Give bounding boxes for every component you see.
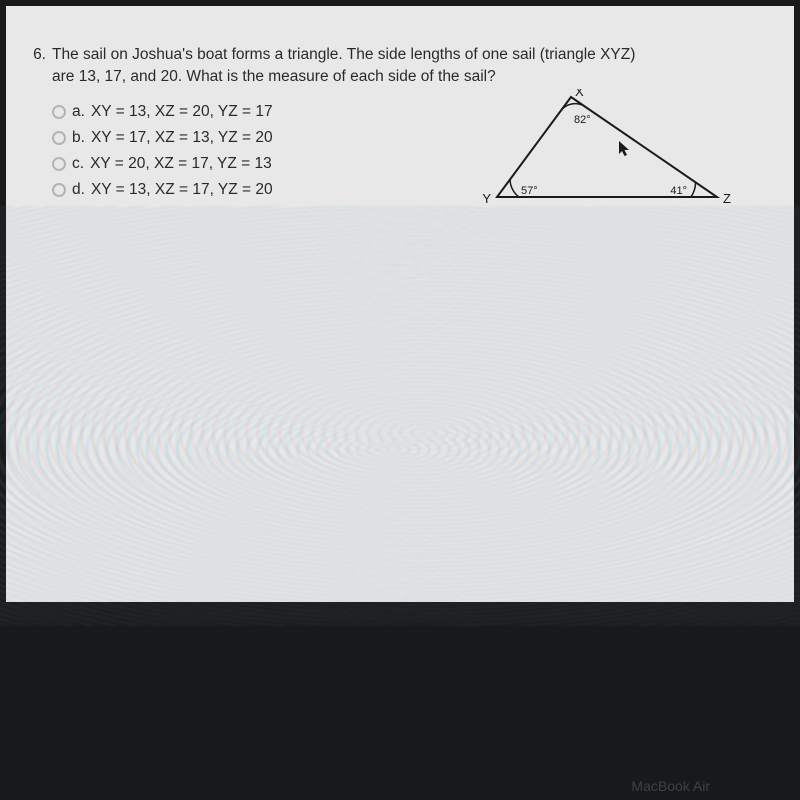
vertex-label-x: X <box>575 89 584 99</box>
option-text: XY = 20, XZ = 17, YZ = 13 <box>90 155 272 173</box>
angle-arc-y <box>511 179 520 197</box>
option-text: XY = 17, XZ = 13, YZ = 20 <box>91 129 273 147</box>
triangle-shape <box>497 97 717 197</box>
question-line-1: The sail on Joshua's boat forms a triang… <box>52 44 776 66</box>
radio-icon <box>52 105 66 119</box>
question-line-2: are 13, 17, and 20. What is the measure … <box>52 66 776 88</box>
laptop-brand-text: MacBook Air <box>631 778 710 794</box>
option-b[interactable]: b. XY = 17, XZ = 13, YZ = 20 <box>52 129 457 147</box>
option-text: XY = 13, XZ = 20, YZ = 17 <box>91 103 273 121</box>
radio-icon <box>52 183 66 197</box>
angle-label-y: 57° <box>521 185 538 197</box>
question-text: 6. The sail on Joshua's boat forms a tri… <box>24 44 776 89</box>
option-text: XY = 13, XZ = 17, YZ = 20 <box>91 181 273 199</box>
option-a[interactable]: a. XY = 13, XZ = 20, YZ = 17 <box>52 103 457 121</box>
option-d[interactable]: d. XY = 13, XZ = 17, YZ = 20 <box>52 181 457 199</box>
radio-icon <box>52 157 66 171</box>
angle-arc-z <box>691 182 696 197</box>
laptop-screen: 6. The sail on Joshua's boat forms a tri… <box>0 0 800 620</box>
vertex-label-y: Y <box>483 191 492 206</box>
option-letter: a. <box>72 103 85 121</box>
option-letter: c. <box>72 155 84 173</box>
angle-label-x: 82° <box>574 114 591 126</box>
angle-label-z: 41° <box>671 185 688 197</box>
question-body-row: a. XY = 13, XZ = 20, YZ = 17 b. XY = 17,… <box>24 103 776 207</box>
question-body: The sail on Joshua's boat forms a triang… <box>52 44 776 89</box>
page-content: 6. The sail on Joshua's boat forms a tri… <box>6 16 794 207</box>
vertex-label-z: Z <box>723 191 731 206</box>
screen-moire-pattern <box>0 206 800 626</box>
radio-icon <box>52 131 66 145</box>
option-c[interactable]: c. XY = 20, XZ = 17, YZ = 13 <box>52 155 457 173</box>
option-letter: b. <box>72 129 85 147</box>
triangle-diagram: X Y Z 82° 57° 41° <box>457 103 776 207</box>
triangle-svg: X Y Z 82° 57° 41° <box>477 89 747 229</box>
option-letter: d. <box>72 181 85 199</box>
cursor-icon <box>619 141 629 156</box>
question-number: 6. <box>24 44 46 89</box>
options-list: a. XY = 13, XZ = 20, YZ = 17 b. XY = 17,… <box>52 103 457 207</box>
